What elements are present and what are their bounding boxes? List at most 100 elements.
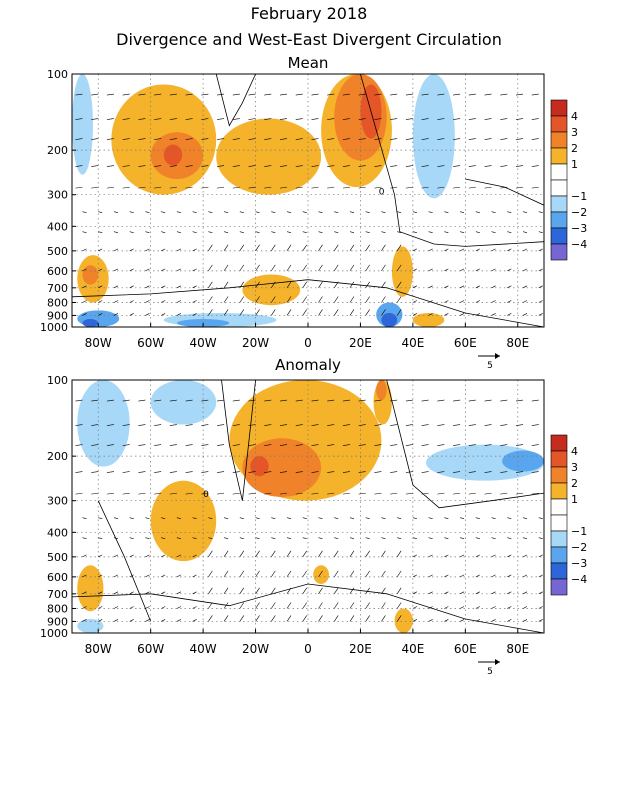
wind-vector — [381, 264, 386, 272]
wind-vector — [161, 285, 166, 289]
wind-vector — [185, 93, 193, 96]
wind-vector — [279, 424, 288, 426]
wind-vector — [264, 471, 272, 473]
wind-vector — [113, 619, 119, 622]
wind-vector — [531, 118, 539, 120]
wind-vector — [374, 138, 382, 140]
colorbar-label: 4 — [571, 445, 578, 458]
wind-vector — [405, 444, 413, 446]
wind-vector — [358, 118, 366, 120]
wind-vector — [161, 606, 166, 609]
wind-vector — [302, 570, 308, 578]
wind-vector — [327, 118, 335, 120]
wind-vector — [91, 424, 99, 426]
wind-vector — [459, 606, 465, 609]
convergence-band — [77, 380, 130, 467]
wind-vector — [255, 537, 260, 539]
wind-vector — [484, 471, 492, 473]
wind-vector — [349, 615, 355, 622]
wind-vector — [82, 591, 87, 595]
wind-vector — [333, 615, 339, 622]
contour-line — [215, 74, 256, 127]
wind-vector — [129, 574, 134, 578]
wind-vector — [224, 231, 229, 233]
wind-vector — [396, 550, 402, 558]
wind-vector — [437, 471, 445, 473]
wind-vector — [232, 186, 240, 189]
wind-vector — [334, 211, 339, 213]
wind-vector — [239, 550, 245, 558]
wind-vector — [129, 537, 134, 539]
wind-vector — [365, 517, 370, 519]
contour-line — [72, 583, 544, 633]
wind-vector — [311, 165, 319, 167]
wind-vector — [161, 574, 166, 578]
x-tick-label: 40E — [401, 336, 424, 350]
wind-vector — [405, 471, 413, 473]
x-tick-label: 40W — [190, 336, 217, 350]
wind-vector — [507, 517, 512, 519]
wind-vector — [349, 231, 355, 233]
wind-vector — [538, 313, 543, 316]
colorbar-swatch — [550, 498, 568, 516]
wind-vector — [397, 211, 402, 213]
wind-vector — [176, 619, 182, 622]
y-tick-label: 700 — [47, 282, 68, 295]
wind-vector — [208, 281, 213, 288]
wind-vector — [82, 537, 87, 539]
wind-vector — [327, 424, 335, 426]
wind-vector — [444, 591, 449, 595]
x-tick-label: 80E — [506, 642, 529, 656]
wind-vector — [365, 615, 370, 622]
wind-vector — [507, 231, 512, 233]
wind-vector — [201, 424, 209, 426]
wind-vector — [311, 186, 319, 189]
wind-vector — [507, 619, 512, 622]
y-tick-label: 100 — [47, 374, 68, 387]
wind-vector — [342, 444, 350, 446]
wind-vector — [302, 309, 308, 316]
wind-vector — [421, 138, 429, 140]
wind-vector — [374, 399, 382, 402]
wind-vector — [295, 471, 303, 473]
wind-vector — [500, 93, 508, 96]
wind-vector — [302, 517, 307, 519]
wind-vector — [421, 399, 429, 402]
wind-vector — [223, 281, 229, 288]
wind-vector — [129, 211, 134, 213]
wind-vector — [239, 231, 244, 233]
wind-vector — [396, 309, 402, 316]
wind-vector — [302, 587, 308, 594]
wind-vector — [82, 300, 87, 303]
contour-line — [72, 279, 544, 327]
wind-vector — [161, 619, 166, 622]
wind-vector — [365, 231, 370, 233]
wind-vector — [459, 248, 465, 252]
wind-vector — [82, 268, 87, 272]
wind-vector — [264, 93, 272, 96]
wind-vector — [538, 517, 543, 519]
wind-vector — [311, 399, 319, 402]
wind-vector — [522, 574, 528, 578]
wind-vector — [145, 606, 150, 609]
wind-vector — [318, 281, 323, 288]
x-tick-label: 0 — [304, 642, 312, 656]
colorbar-label: 2 — [571, 477, 578, 490]
wind-vector — [176, 313, 182, 316]
wind-vector — [500, 118, 508, 120]
wind-vector — [349, 244, 355, 252]
wind-vector — [390, 444, 398, 446]
wind-vector — [327, 471, 335, 473]
convergence-band — [412, 74, 455, 199]
wind-vector — [522, 231, 528, 233]
colorbar-label: 2 — [571, 142, 578, 155]
wind-vector — [75, 444, 83, 446]
wind-vector — [224, 537, 229, 539]
wind-vector — [358, 444, 366, 446]
wind-vector — [295, 93, 303, 96]
wind-vector — [358, 138, 366, 140]
wind-vector — [412, 248, 418, 252]
wind-vector — [138, 165, 146, 167]
wind-vector — [98, 537, 103, 539]
wind-vector — [405, 118, 413, 120]
